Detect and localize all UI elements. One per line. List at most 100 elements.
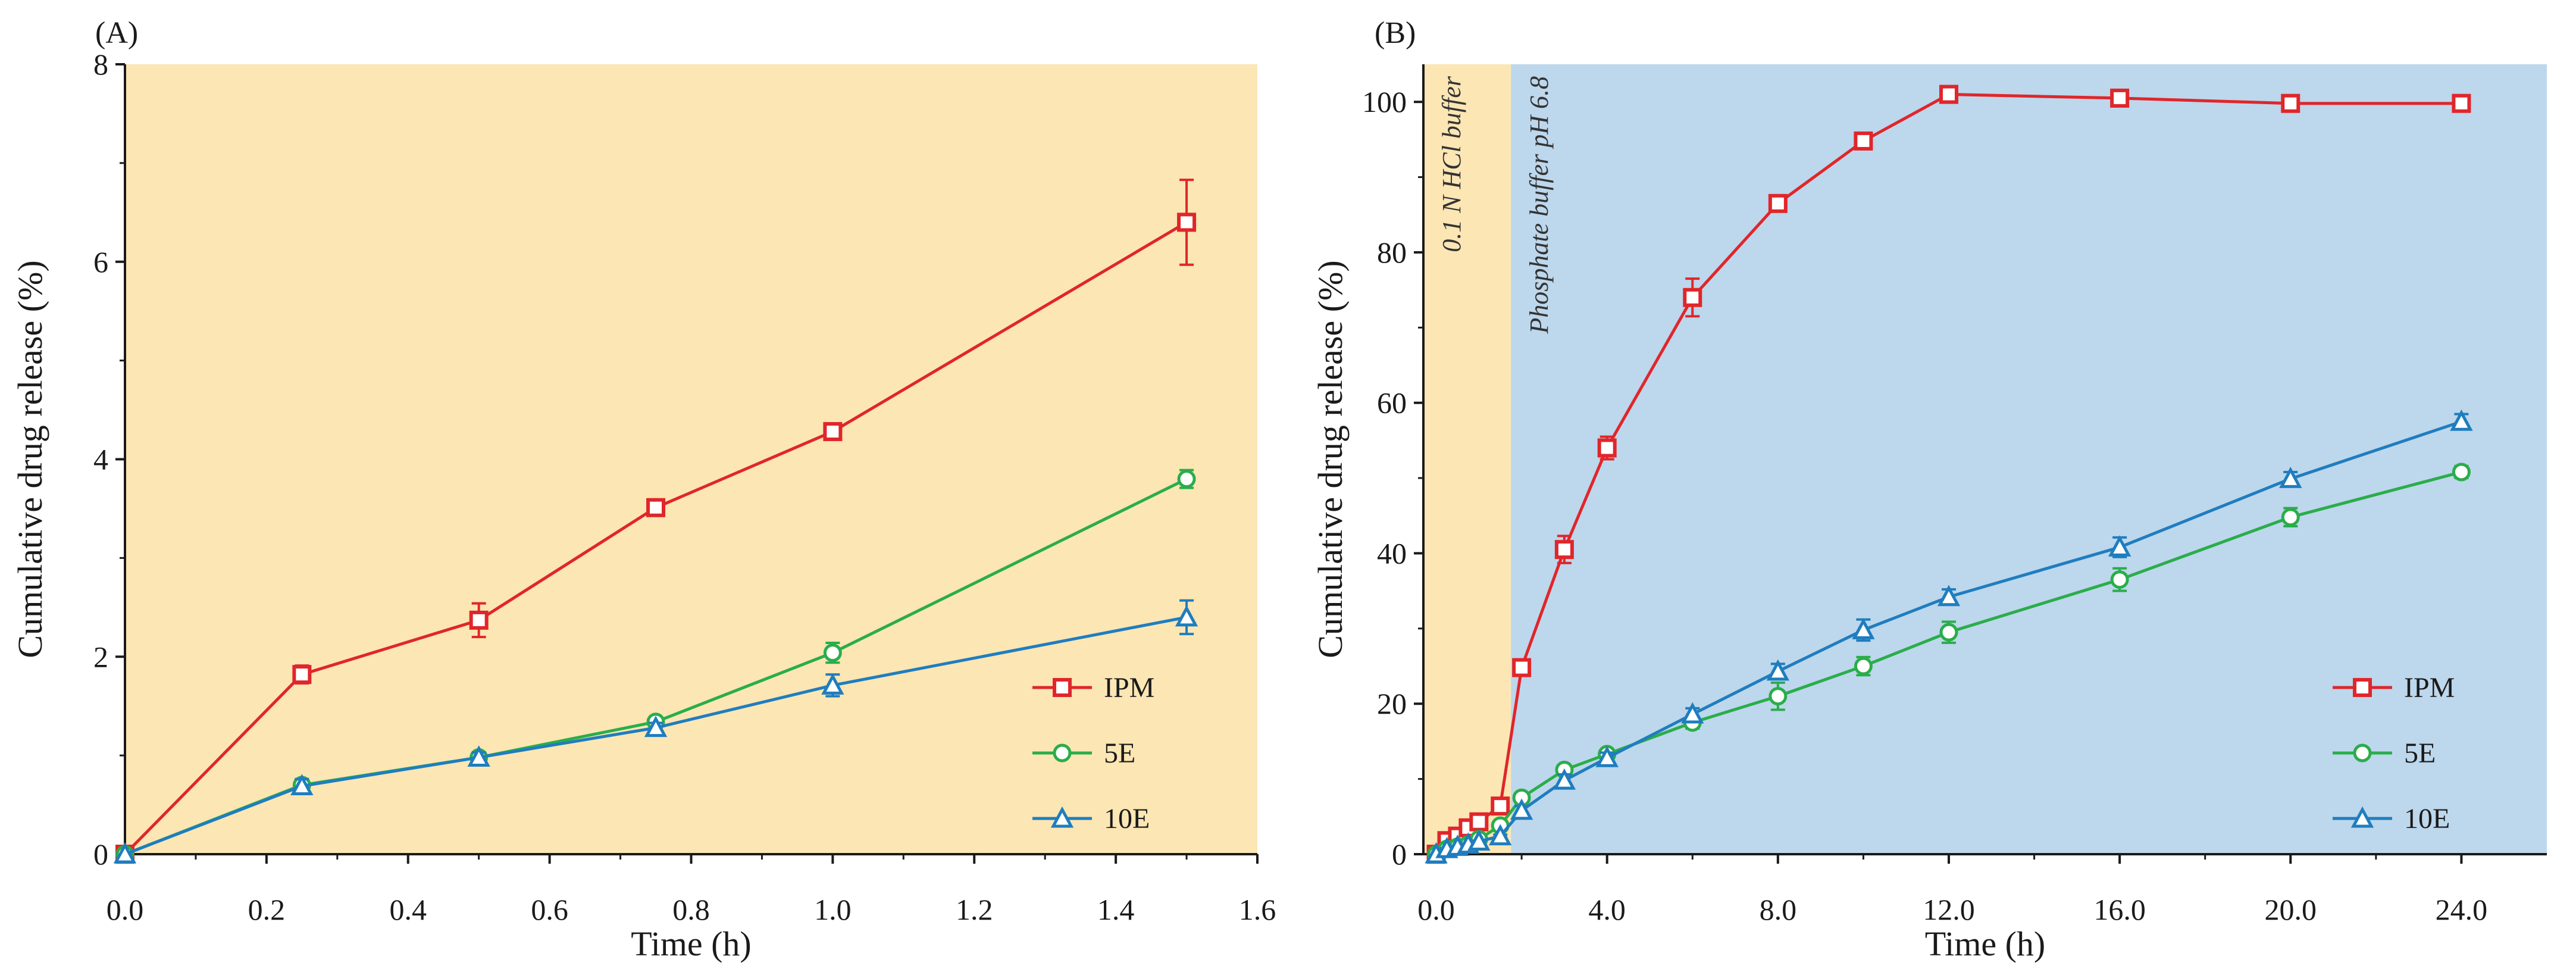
y-axis-title: Cumulative drug release (%) xyxy=(1311,260,1350,658)
x-tick-label: 0.4 xyxy=(390,893,427,926)
legend-marker xyxy=(1050,806,1074,828)
x-tick-label: 8.0 xyxy=(1760,893,1797,926)
x-tick-label: 12.0 xyxy=(1923,893,1975,926)
region-label: Phosphate buffer pH 6.8 xyxy=(1525,76,1554,335)
data-point xyxy=(646,498,666,517)
x-tick-label: 0.8 xyxy=(672,893,710,926)
data-point xyxy=(1768,193,1788,213)
panel-label: (B) xyxy=(1375,16,1416,50)
data-point xyxy=(2281,508,2300,527)
x-tick-label: 20.0 xyxy=(2265,893,2317,926)
y-tick-label: 6 xyxy=(93,245,108,279)
data-point xyxy=(823,422,843,442)
data-point xyxy=(2452,93,2471,113)
data-point xyxy=(1554,540,1574,560)
data-point xyxy=(2110,570,2129,589)
legend-marker xyxy=(2353,678,2372,697)
data-point xyxy=(1553,768,1576,790)
data-point xyxy=(644,715,668,738)
x-tick-label: 1.2 xyxy=(956,893,993,926)
data-point xyxy=(823,643,842,663)
data-point xyxy=(1177,213,1197,232)
data-point xyxy=(1489,824,1512,846)
x-tick-label: 0.0 xyxy=(107,893,144,926)
data-point xyxy=(1177,470,1196,489)
data-point xyxy=(2452,463,2471,482)
data-point xyxy=(467,745,490,767)
data-point xyxy=(1939,85,1958,104)
region-label: 0.1 N HCl buffer xyxy=(1437,76,1466,252)
data-point xyxy=(1766,659,1790,681)
data-point xyxy=(821,673,844,695)
x-tick-label: 0.0 xyxy=(1417,893,1455,926)
y-tick-label: 8 xyxy=(93,48,108,81)
data-point xyxy=(1175,605,1198,627)
background-region xyxy=(1423,64,1511,854)
series-10E xyxy=(113,599,1198,864)
data-point xyxy=(1939,623,1958,642)
series-line xyxy=(124,615,1187,856)
data-point xyxy=(1937,585,1961,607)
panel-a-chart: 0 2 4 6 8 0.0 0.2 0.4 0.6 0.8 1.0 1.2 1.4 1.6 Time (h)… xyxy=(11,16,1276,963)
data-point xyxy=(1595,745,1619,767)
data-point xyxy=(1467,829,1491,851)
y-tick-label: 0 xyxy=(93,838,108,871)
data-point xyxy=(2108,535,2131,557)
x-tick-label: 0.6 xyxy=(531,893,568,926)
y-tick-label: 2 xyxy=(93,640,108,673)
data-point xyxy=(1854,657,1873,676)
y-tick-label: 4 xyxy=(93,443,108,476)
legend-marker xyxy=(1053,743,1072,763)
data-point xyxy=(2450,410,2473,431)
data-point xyxy=(292,665,312,685)
legend-label: IPM xyxy=(2404,672,2455,704)
data-point xyxy=(1510,798,1533,820)
data-point xyxy=(1512,658,1532,677)
panel-b-chart: 0.1 N HCl buffer Phosphate buffer pH 6.8 0… xyxy=(1311,16,2547,963)
data-point xyxy=(1769,687,1788,706)
y-tick-label: 80 xyxy=(1377,236,1407,269)
data-point xyxy=(1852,618,1875,639)
legend-marker xyxy=(2353,743,2372,763)
y-tick-label: 0 xyxy=(1392,838,1407,871)
x-axis-title: Time (h) xyxy=(1925,924,2046,963)
data-point xyxy=(1597,438,1617,458)
data-point xyxy=(1683,288,1702,307)
legend-marker xyxy=(1053,678,1072,697)
x-tick-label: 24.0 xyxy=(2436,893,2488,926)
background-region xyxy=(1511,64,2547,854)
data-point xyxy=(469,610,489,630)
data-point xyxy=(2110,88,2130,108)
series-10E xyxy=(1425,410,2473,864)
legend-label: IPM xyxy=(1104,672,1154,704)
legend-label: 10E xyxy=(2404,803,2450,835)
data-point xyxy=(1854,131,1873,151)
x-tick-label: 16.0 xyxy=(2093,893,2146,926)
y-tick-label: 100 xyxy=(1362,85,1407,118)
legend-marker xyxy=(2350,806,2374,828)
x-tick-label: 1.0 xyxy=(814,893,852,926)
x-tick-label: 1.6 xyxy=(1239,893,1276,926)
x-tick-label: 4.0 xyxy=(1588,893,1626,926)
series-line xyxy=(124,221,1188,855)
data-point xyxy=(1469,812,1489,832)
data-point xyxy=(1681,702,1704,724)
data-point xyxy=(290,774,314,796)
y-axis-title: Cumulative drug release (%) xyxy=(11,260,49,658)
x-tick-label: 1.4 xyxy=(1097,893,1135,926)
panel-label: (A) xyxy=(95,16,138,50)
data-point xyxy=(2279,467,2302,488)
y-tick-label: 60 xyxy=(1377,386,1407,420)
y-tick-label: 40 xyxy=(1377,536,1407,570)
x-axis-title: Time (h) xyxy=(631,924,752,963)
legend-label: 5E xyxy=(2404,738,2436,769)
data-point xyxy=(2281,93,2300,113)
data-point xyxy=(1491,796,1510,816)
y-tick-label: 20 xyxy=(1377,687,1407,720)
data-point xyxy=(113,842,137,864)
legend-label: 10E xyxy=(1104,803,1150,835)
legend-label: 5E xyxy=(1104,738,1135,769)
background-region xyxy=(125,64,1257,854)
x-tick-label: 0.2 xyxy=(248,893,286,926)
